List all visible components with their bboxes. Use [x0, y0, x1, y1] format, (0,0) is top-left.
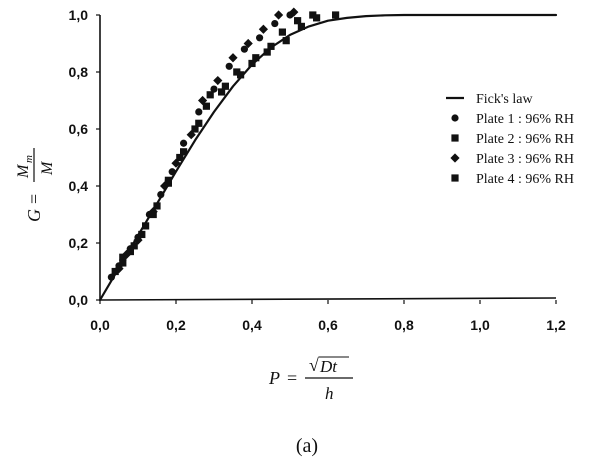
data-point-plate-4 [126, 247, 134, 256]
y-axis-ticks: 0,0 0,2 0,4 0,6 0,8 1,0 [69, 7, 100, 308]
x-label-denominator: h [325, 384, 334, 403]
data-point-plate-3 [114, 264, 124, 274]
y-label-denominator: M [39, 160, 56, 176]
x-tick-label: 1,0 [470, 317, 490, 333]
x-label-eq: = [287, 368, 297, 388]
y-tick-label: 0,6 [69, 121, 89, 137]
x-tick-label: 0,4 [242, 317, 262, 333]
x-tick-label: 1,2 [546, 317, 566, 333]
x-tick-label: 0,0 [90, 317, 110, 333]
data-point-plate-4 [195, 119, 203, 127]
data-point-plate-3 [171, 158, 181, 168]
y-label-numerator-sub: m [23, 155, 35, 163]
data-point-plate-2 [191, 125, 199, 133]
x-axis-label: P = √ Dt h [268, 355, 353, 403]
y-tick-label: 0,4 [69, 178, 89, 194]
data-point-plate-4 [119, 259, 127, 267]
y-label-numerator: M [15, 163, 32, 179]
data-point-plate-4 [221, 82, 229, 90]
y-axis-label: G = M m M [15, 148, 56, 222]
data-point-plate-1 [157, 190, 165, 199]
y-tick-label: 0,8 [69, 64, 89, 80]
x-tick-label: 0,2 [166, 317, 186, 333]
y-label-eq: = [24, 194, 44, 204]
data-point-plate-1 [271, 19, 279, 28]
data-point-plate-1 [240, 45, 248, 53]
x-tick-label: 0,8 [394, 317, 414, 333]
figure-caption: (a) [296, 435, 318, 457]
data-point-plate-3 [274, 10, 284, 20]
x-tick-label: 0,6 [318, 317, 338, 333]
data-point-plate-2 [218, 88, 226, 96]
data-point-plate-4 [252, 54, 260, 62]
legend-marker-swatch [450, 153, 460, 163]
data-point-plate-1 [256, 34, 264, 42]
data-point-plate-4 [206, 91, 214, 99]
x-label-lhs: P [268, 368, 280, 388]
data-point-plate-2 [176, 153, 184, 162]
data-point-plate-1 [195, 108, 203, 116]
data-point-plate-3 [289, 7, 299, 17]
data-point-plate-2 [142, 222, 150, 230]
y-tick-label: 0,0 [69, 292, 89, 308]
legend: Fick's law Plate 1 : 96% RH Plate 2 : 96% … [446, 92, 574, 187]
data-points [107, 7, 340, 281]
legend-entry-label: Plate 3 : 96% RH [476, 152, 574, 167]
data-point-plate-2 [202, 102, 210, 110]
legend-entry-label: Plate 2 : 96% RH [476, 132, 574, 147]
data-point-plate-1 [107, 273, 115, 281]
y-tick-label: 1,0 [69, 7, 89, 23]
data-point-plate-3 [228, 53, 238, 63]
data-point-plate-2 [248, 59, 256, 68]
data-point-plate-4 [282, 37, 290, 45]
legend-entry-label: Fick's law [476, 92, 533, 107]
data-point-plate-4 [164, 176, 172, 184]
data-point-plate-4 [237, 71, 245, 79]
data-point-plate-1 [225, 62, 233, 70]
data-point-plate-2 [119, 253, 127, 261]
data-point-plate-3 [213, 75, 223, 86]
data-point-plate-2 [309, 11, 317, 19]
y-label-lhs: G [24, 209, 44, 222]
data-point-plate-4 [297, 22, 305, 30]
legend-marker-swatch [451, 114, 459, 122]
data-point-plate-4 [313, 14, 321, 22]
data-point-plate-3 [198, 95, 208, 106]
data-point-plate-2 [111, 267, 119, 276]
data-point-plate-1 [210, 85, 218, 93]
data-point-plate-4 [138, 230, 146, 239]
x-label-numerator: Dt [319, 357, 338, 376]
data-point-plate-2 [278, 28, 286, 36]
legend-entry-label: Plate 1 : 96% RH [476, 112, 574, 127]
data-point-plate-4 [267, 42, 275, 50]
axes [99, 15, 557, 301]
legend-marker-swatch [451, 174, 459, 182]
data-point-plate-4 [332, 11, 340, 19]
data-point-plate-2 [130, 242, 138, 250]
data-point-plate-2 [263, 48, 271, 56]
data-point-plate-1 [168, 168, 176, 176]
y-tick-label: 0,2 [69, 235, 89, 251]
data-point-plate-3 [258, 24, 268, 34]
data-point-plate-4 [149, 210, 157, 219]
data-point-plate-3 [243, 38, 253, 49]
x-axis-line [99, 297, 557, 301]
data-point-plate-2 [233, 68, 241, 76]
data-point-plate-4 [180, 148, 188, 156]
data-point-plate-3 [186, 130, 196, 140]
legend-marker-swatch [451, 134, 459, 142]
legend-entry-label: Plate 4 : 96% RH [476, 172, 574, 187]
data-point-plate-1 [180, 139, 188, 147]
x-label-radical: √ [309, 355, 319, 375]
x-axis-ticks: 0,0 0,2 0,4 0,6 0,8 1,0 1,2 [90, 300, 566, 333]
data-point-plate-2 [153, 202, 161, 210]
data-point-plate-2 [294, 17, 302, 25]
